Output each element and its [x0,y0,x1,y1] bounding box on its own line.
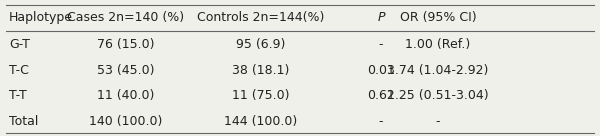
Text: 0.03: 0.03 [367,64,395,77]
Text: 140 (100.0): 140 (100.0) [89,115,163,128]
Text: 76 (15.0): 76 (15.0) [97,38,155,51]
Text: 1.25 (0.51-3.04): 1.25 (0.51-3.04) [387,89,489,102]
Text: 0.62: 0.62 [367,89,395,102]
Text: -: - [379,38,383,51]
Text: 144 (100.0): 144 (100.0) [224,115,298,128]
Text: Total: Total [9,115,38,128]
Text: -: - [379,115,383,128]
Text: Controls 2n=144(%): Controls 2n=144(%) [197,11,325,24]
Text: Haplotype: Haplotype [9,11,73,24]
Text: Cases 2n=140 (%): Cases 2n=140 (%) [67,11,185,24]
Text: 11 (40.0): 11 (40.0) [97,89,155,102]
Text: OR (95% CI): OR (95% CI) [400,11,476,24]
Text: T-T: T-T [9,89,27,102]
Text: 95 (6.9): 95 (6.9) [236,38,286,51]
Text: 38 (18.1): 38 (18.1) [232,64,290,77]
Text: P: P [377,11,385,24]
Text: -: - [436,115,440,128]
Text: G-T: G-T [9,38,30,51]
Text: 1.00 (Ref.): 1.00 (Ref.) [406,38,470,51]
Text: 11 (75.0): 11 (75.0) [232,89,290,102]
Text: 1.74 (1.04-2.92): 1.74 (1.04-2.92) [388,64,488,77]
Text: 53 (45.0): 53 (45.0) [97,64,155,77]
Text: T-C: T-C [9,64,29,77]
